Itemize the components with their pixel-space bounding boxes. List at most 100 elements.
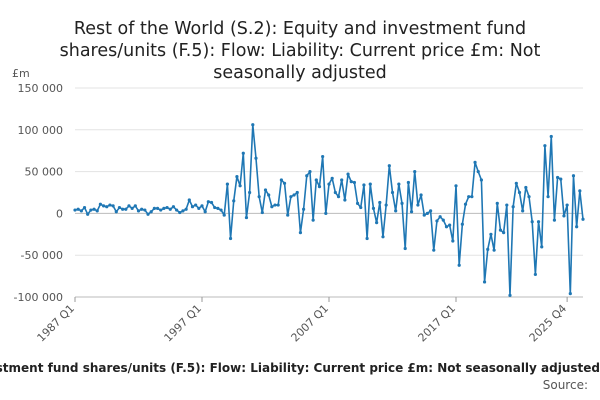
data-point <box>448 223 452 227</box>
data-point <box>419 193 423 197</box>
data-point <box>502 231 506 235</box>
data-point <box>317 185 322 189</box>
data-point <box>549 134 553 139</box>
data-point <box>571 174 576 178</box>
data-point <box>565 203 569 207</box>
data-point <box>387 164 391 168</box>
x-tick-label: 2017 Q1 <box>416 302 459 345</box>
data-point <box>327 182 331 186</box>
y-tick-label: 100 000 <box>18 124 64 137</box>
data-point <box>190 205 195 209</box>
grid-lines <box>75 87 583 298</box>
data-point <box>394 209 398 213</box>
data-point <box>260 210 264 215</box>
data-point <box>187 198 191 202</box>
data-point <box>98 202 102 206</box>
data-point <box>175 208 179 212</box>
data-point <box>340 178 344 182</box>
data-point <box>162 206 166 210</box>
axes <box>74 296 583 302</box>
data-point <box>451 239 455 243</box>
data-point <box>92 207 96 211</box>
data-point <box>200 204 204 208</box>
data-point <box>206 200 210 204</box>
data-point <box>578 189 582 193</box>
data-point <box>241 151 245 155</box>
data-point <box>159 208 163 212</box>
data-point <box>441 218 445 222</box>
data-point <box>429 209 433 213</box>
caption-strip: Rest of the World (S.2): Equity and inve… <box>0 361 600 377</box>
data-point <box>114 210 118 214</box>
data-point <box>362 183 366 187</box>
data-point <box>514 181 518 185</box>
data-point <box>556 175 560 180</box>
x-axis-tick-labels: 1987 Q1 1997 Q1 2007 Q1 2017 Q1 2025 Q4 <box>35 302 570 345</box>
y-tick-label: 50 000 <box>25 166 64 179</box>
data-point <box>228 236 233 241</box>
data-point <box>76 207 80 211</box>
data-point <box>305 174 309 178</box>
data-point <box>108 203 112 207</box>
data-point <box>422 213 426 217</box>
data-point <box>486 247 490 251</box>
data-point <box>140 207 144 211</box>
data-point <box>536 220 541 224</box>
data-point <box>225 182 229 186</box>
data-point <box>273 203 277 207</box>
x-tick-label: 2025 Q4 <box>527 302 570 345</box>
source-label: Source: <box>542 378 588 392</box>
data-point <box>543 144 547 148</box>
data-point <box>368 182 372 186</box>
data-point <box>168 207 172 211</box>
series-line <box>74 123 584 297</box>
data-point <box>400 201 404 205</box>
data-point <box>568 292 572 296</box>
data-point <box>82 205 87 210</box>
data-point <box>489 232 493 236</box>
data-point <box>257 195 261 199</box>
data-point <box>498 228 503 232</box>
data-point <box>111 204 115 208</box>
data-point <box>203 210 207 214</box>
data-point <box>133 204 137 208</box>
data-point <box>222 213 226 217</box>
data-point <box>165 205 169 210</box>
data-point <box>308 170 312 174</box>
data-point <box>397 182 401 186</box>
data-point <box>130 206 134 210</box>
data-point <box>146 212 150 216</box>
data-point <box>302 207 306 211</box>
data-point <box>86 212 90 216</box>
data-point <box>248 190 252 195</box>
data-point <box>282 181 287 185</box>
data-point <box>505 203 509 207</box>
data-point <box>552 218 557 222</box>
data-point <box>403 246 407 251</box>
data-point <box>149 210 153 214</box>
data-point <box>355 201 360 205</box>
data-point <box>336 195 341 199</box>
data-point <box>492 248 496 252</box>
data-point <box>311 218 315 222</box>
data-point <box>546 195 550 199</box>
data-point <box>409 210 414 214</box>
data-point <box>143 208 147 212</box>
data-point <box>121 207 125 211</box>
data-point <box>562 214 566 218</box>
data-point <box>124 207 128 211</box>
data-point <box>495 201 499 205</box>
data-point <box>416 203 420 207</box>
data-point <box>432 248 436 252</box>
data-point <box>454 184 458 188</box>
data-point <box>127 204 131 208</box>
data-point <box>476 170 480 174</box>
data-point <box>470 195 474 199</box>
x-tick-label: 1997 Q1 <box>162 302 205 345</box>
data-point <box>263 188 268 192</box>
data-point <box>152 206 156 210</box>
data-point <box>213 205 217 210</box>
data-point <box>521 209 525 213</box>
data-point <box>73 208 77 212</box>
